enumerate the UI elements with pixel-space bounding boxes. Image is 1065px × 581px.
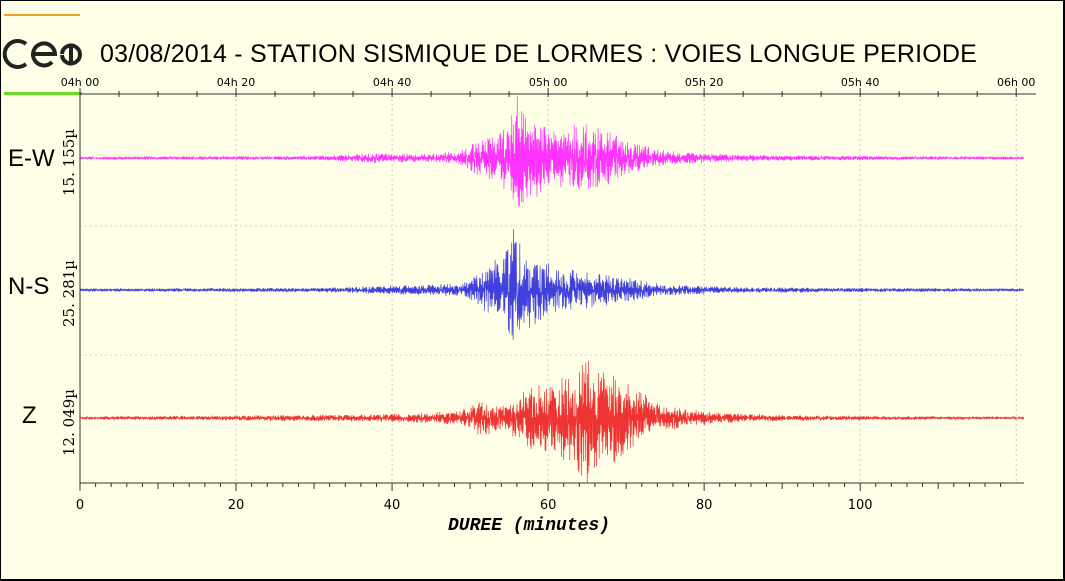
channel-label-z: Z (22, 402, 37, 429)
x-tick-label-0: 0 (76, 498, 84, 513)
trace-n-s (79, 229, 1025, 340)
cea-logo (2, 14, 82, 95)
top-tick-label-5: 05h 40 (841, 76, 879, 89)
logo-letter-e (31, 41, 58, 68)
logo-orange-bar (4, 14, 80, 16)
chart-title: 03/08/2014 - STATION SISMIQUE DE LORMES … (100, 40, 977, 68)
scale-label-ns: 25. 281µ (60, 259, 78, 327)
x-tick-label-5: 100 (848, 498, 873, 513)
x-tick-label-4: 80 (696, 498, 713, 513)
top-tick-label-0: 04h 00 (61, 76, 99, 89)
scale-label-ew: 15. 155µ (60, 128, 78, 196)
logo-letter-a (60, 43, 82, 66)
x-tick-label-2: 40 (384, 498, 401, 513)
channel-label-ns: N-S (8, 273, 50, 300)
scale-label-z: 12. 049µ (60, 388, 78, 456)
top-tick-label-4: 05h 20 (685, 76, 723, 89)
top-tick-label-1: 04h 20 (217, 76, 255, 89)
x-tick-label-1: 20 (228, 498, 245, 513)
logo-letter-c (2, 39, 28, 69)
top-tick-label-3: 05h 00 (529, 76, 567, 89)
top-tick-label-6: 06h 00 (997, 76, 1035, 89)
channel-label-ew: E-W (8, 145, 55, 172)
top-tick-label-2: 04h 40 (373, 76, 411, 89)
trace-e-w (79, 95, 1025, 207)
logo-green-bar (4, 92, 82, 95)
trace-z (79, 360, 1025, 484)
x-tick-label-3: 60 (540, 498, 557, 513)
x-axis-label: DUREE (minutes) (448, 516, 611, 536)
